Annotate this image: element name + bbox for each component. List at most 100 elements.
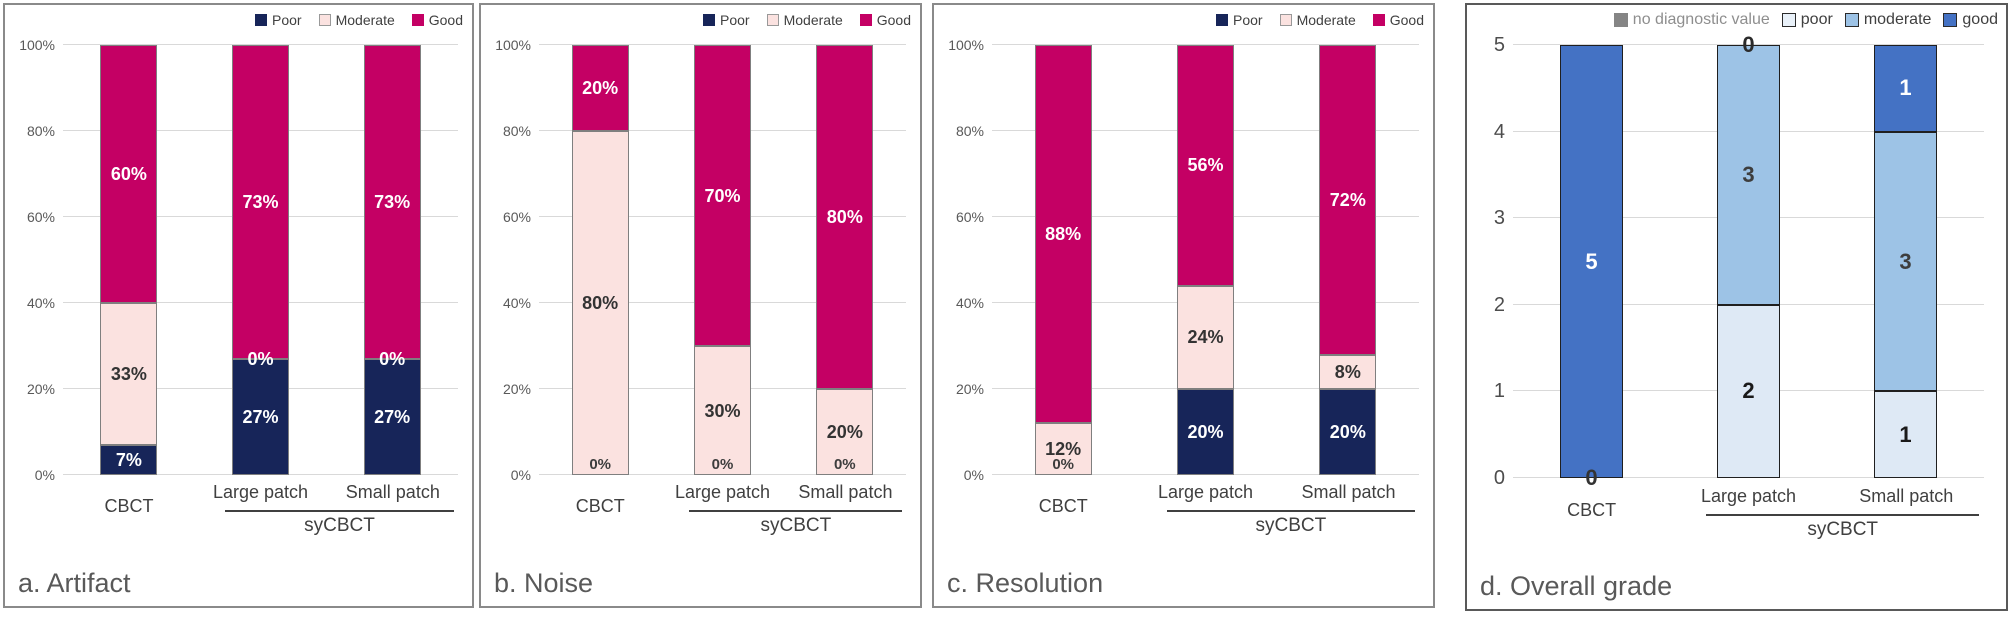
y-axis-tick-label: 100% xyxy=(495,37,531,53)
bars: 0% 12% 88% 20% 24% 56% 20% 8% 72% xyxy=(992,45,1419,475)
legend-label: Poor xyxy=(720,12,750,28)
data-label-poor: 20% xyxy=(1329,422,1366,442)
legend-swatch-icon xyxy=(766,14,779,26)
legend-label: Poor xyxy=(272,12,302,28)
legend-swatch-icon xyxy=(411,14,424,26)
group-axis-line xyxy=(1706,514,1980,516)
legend-item-moderate: Moderate xyxy=(766,12,843,28)
legend-item-good: Good xyxy=(1372,12,1424,28)
y-axis-tick-label: 5 xyxy=(1493,34,1505,56)
gridline xyxy=(1513,44,1984,45)
bar-cbct: 0% 80% 20% xyxy=(571,45,629,475)
data-label-good: 88% xyxy=(1045,224,1082,245)
segment-good xyxy=(816,45,874,389)
panel-title: a. Artifact xyxy=(18,568,131,598)
y-axis-tick-label: 4 xyxy=(1493,120,1505,143)
legend-swatch-icon xyxy=(1844,13,1859,27)
segment-poor xyxy=(100,444,158,475)
data-label-poor: 0 xyxy=(1585,465,1598,490)
y-axis-tick-label: 100% xyxy=(948,37,984,53)
chart-panel-a: Poor Moderate Good 0% 20% 40% 60% 80% 100% 7% 33% 6… xyxy=(3,3,474,608)
segment-poor xyxy=(1176,389,1234,475)
bar-large-patch: 0% 30% 70% xyxy=(693,45,751,475)
y-axis-tick-label: 100% xyxy=(19,37,55,53)
segment-good xyxy=(571,45,629,131)
legend-item-good: Good xyxy=(411,12,463,28)
data-label-good: 72% xyxy=(1329,189,1366,210)
legend-swatch-icon xyxy=(255,14,268,26)
y-axis-tick-label: 0% xyxy=(34,467,55,483)
y-axis-tick-label: 0% xyxy=(963,467,984,483)
bar-large-patch: 2 3 0 xyxy=(1717,34,1780,478)
segment-good xyxy=(231,45,289,359)
plot-area: 0% 20% 40% 60% 80% 100% 7% 33% 60% 27% 0% 73% 27% 0% 7… xyxy=(19,38,458,482)
x-category-label-large-patch: Large patch xyxy=(1157,482,1254,502)
plot-area: 0% 20% 40% 60% 80% 100% 0% 80% 20% 0% 30% 70% 0% 20% 8… xyxy=(495,38,906,482)
segment-poor xyxy=(363,358,421,475)
y-axis-tick-label: 80% xyxy=(502,123,531,139)
legend-swatch-icon xyxy=(859,14,872,26)
x-axis-labels: CBCT Large patch Small patch syCBCT xyxy=(539,483,906,545)
data-label-moderate: 3 xyxy=(1742,161,1755,187)
segment-good xyxy=(1176,45,1234,286)
segment-moderate xyxy=(1034,423,1092,475)
x-category-label-cbct: CBCT xyxy=(575,496,625,516)
data-label-moderate: 3 xyxy=(1899,248,1912,274)
data-label-poor: 20% xyxy=(1187,422,1224,442)
data-label-poor: 27% xyxy=(242,406,279,427)
data-label-good: 20% xyxy=(582,78,619,98)
legend-label: Poor xyxy=(1233,12,1263,28)
data-label-good: 73% xyxy=(374,191,411,212)
segment-moderate xyxy=(693,346,751,475)
bars: 7% 33% 60% 27% 0% 73% 27% 0% 73% xyxy=(63,45,458,475)
legend-label: good xyxy=(1962,11,1998,28)
legend-label: no diagnostic value xyxy=(1632,11,1770,28)
group-label: syCBCT xyxy=(304,515,375,536)
segment-good xyxy=(1319,45,1377,355)
data-label-good: 60% xyxy=(110,164,147,184)
data-label-poor: 0% xyxy=(711,456,734,473)
legend: Poor Moderate Good xyxy=(703,12,911,28)
legend-swatch-icon xyxy=(1943,13,1958,27)
legend-item-good: Good xyxy=(859,12,911,28)
legend-item-poor: Poor xyxy=(255,12,302,28)
bar-small-patch: 0% 20% 80% xyxy=(816,45,874,475)
segment-moderate xyxy=(1176,285,1234,389)
data-label-good: 70% xyxy=(704,185,741,206)
segment-good xyxy=(1034,45,1092,424)
x-category-label-large-patch: Large patch xyxy=(1700,486,1797,506)
chart-panel-d: no diagnostic value poor moderate good 0 1 2 3 4… xyxy=(1465,3,2008,611)
y-axis-tick-label: 60% xyxy=(502,209,531,225)
segment-good xyxy=(1874,45,1937,132)
y-axis-tick-label: 2 xyxy=(1493,293,1505,316)
gridline xyxy=(539,44,906,45)
group-label: syCBCT xyxy=(760,515,832,536)
data-label-moderate: 12% xyxy=(1045,439,1082,460)
y-axis-tick-label: 80% xyxy=(26,123,55,139)
data-label-poor: 1 xyxy=(1899,421,1912,447)
legend-label: Moderate xyxy=(335,12,395,28)
legend-item-poor: Poor xyxy=(1216,12,1263,28)
x-axis-labels: CBCT Large patch Small patch syCBCT xyxy=(1513,487,1984,549)
data-label-moderate: 33% xyxy=(110,363,147,384)
y-axis-tick-label: 40% xyxy=(502,295,531,311)
y-axis-tick-label: 20% xyxy=(955,381,984,397)
group-axis-line xyxy=(689,510,903,512)
data-label-good: 56% xyxy=(1187,155,1224,176)
y-axis-tick-label: 20% xyxy=(502,381,531,397)
segment-poor xyxy=(1717,304,1780,478)
segment-good xyxy=(693,45,751,346)
group-axis-line xyxy=(1167,510,1415,512)
plot-area: 0% 20% 40% 60% 80% 100% 0% 12% 88% 20% 24% 56% 20% 8%… xyxy=(948,38,1419,482)
x-category-label-cbct: CBCT xyxy=(1567,500,1617,520)
legend-label: Good xyxy=(1389,12,1424,28)
legend-label: moderate xyxy=(1863,11,1932,28)
legend-swatch-icon xyxy=(1216,14,1229,26)
legend-swatch-icon xyxy=(1613,13,1628,27)
x-category-label-cbct: CBCT xyxy=(104,496,154,516)
data-label-moderate: 0% xyxy=(247,348,274,369)
legend-swatch-icon xyxy=(1781,13,1796,27)
segment-poor xyxy=(1874,391,1937,478)
